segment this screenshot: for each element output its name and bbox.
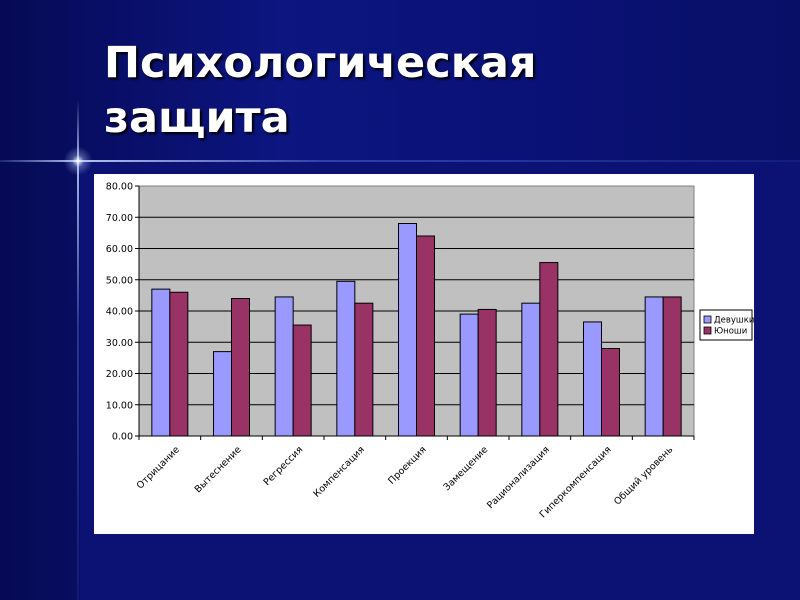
- decorative-horizontal-line: [0, 160, 800, 162]
- bar-series-1: [151, 288, 171, 437]
- bar-series-2: [662, 296, 682, 437]
- bar-chart: 0.00 10.00 20.00 30.00 40.00 50.00 60.00 70.00 8…: [106, 182, 755, 521]
- y-tick-label: 50.00: [106, 275, 133, 286]
- y-tick-label: 70.00: [106, 213, 133, 224]
- legend-swatch: [703, 315, 712, 324]
- bar-series-2: [601, 348, 620, 437]
- y-tick-label: 0.00: [112, 432, 133, 443]
- x-category-label: Вытеснение: [193, 444, 244, 495]
- x-category-label: Проекция: [386, 444, 428, 486]
- x-category-label: Регрессия: [262, 444, 306, 488]
- decorative-vertical-line: [77, 100, 79, 600]
- bar-series-2: [416, 235, 435, 437]
- bar-series-1: [213, 351, 232, 437]
- y-tick-label: 80.00: [106, 182, 133, 193]
- y-tick-label: 40.00: [106, 307, 133, 318]
- bar-series-1: [583, 321, 602, 437]
- bar-series-1: [274, 296, 294, 437]
- slide-title: Психологическая защита: [104, 36, 764, 146]
- chart-panel: 0.00 10.00 20.00 30.00 40.00 50.00 60.00 70.00 8…: [94, 174, 754, 534]
- y-tick-label: 20.00: [106, 369, 133, 380]
- bar-series-2: [539, 262, 559, 437]
- legend-label: Юноши: [714, 327, 747, 337]
- x-category-label: Рационализация: [485, 444, 552, 511]
- bar-series-1: [398, 223, 417, 437]
- legend-box: [699, 309, 753, 341]
- bar-series-2: [292, 324, 312, 437]
- x-category-label: Гиперкомпенсация: [538, 444, 614, 520]
- decorative-sparkle-icon: [60, 145, 96, 177]
- legend-label: Девушки: [714, 316, 754, 326]
- x-category-label: Общий уровень: [612, 444, 675, 507]
- bar-series-2: [169, 291, 189, 437]
- slide-title-line-1: Психологическая: [104, 38, 537, 88]
- y-tick-label: 30.00: [106, 338, 133, 349]
- y-tick-label: 60.00: [106, 244, 133, 255]
- bar-series-1: [459, 313, 479, 437]
- bar-series-2: [231, 298, 250, 437]
- x-category-label: Отрицание: [135, 444, 182, 491]
- bar-series-2: [354, 302, 374, 437]
- bar-series-1: [336, 280, 356, 437]
- bar-series-2: [477, 308, 497, 437]
- bar-series-1: [644, 296, 664, 437]
- y-tick-label: 10.00: [106, 400, 133, 411]
- x-category-label: Компенсация: [312, 444, 367, 499]
- bar-series-1: [521, 302, 541, 437]
- legend-swatch: [703, 326, 712, 335]
- x-category-label: Замещение: [442, 444, 491, 493]
- slide-title-line-2: защита: [104, 93, 290, 143]
